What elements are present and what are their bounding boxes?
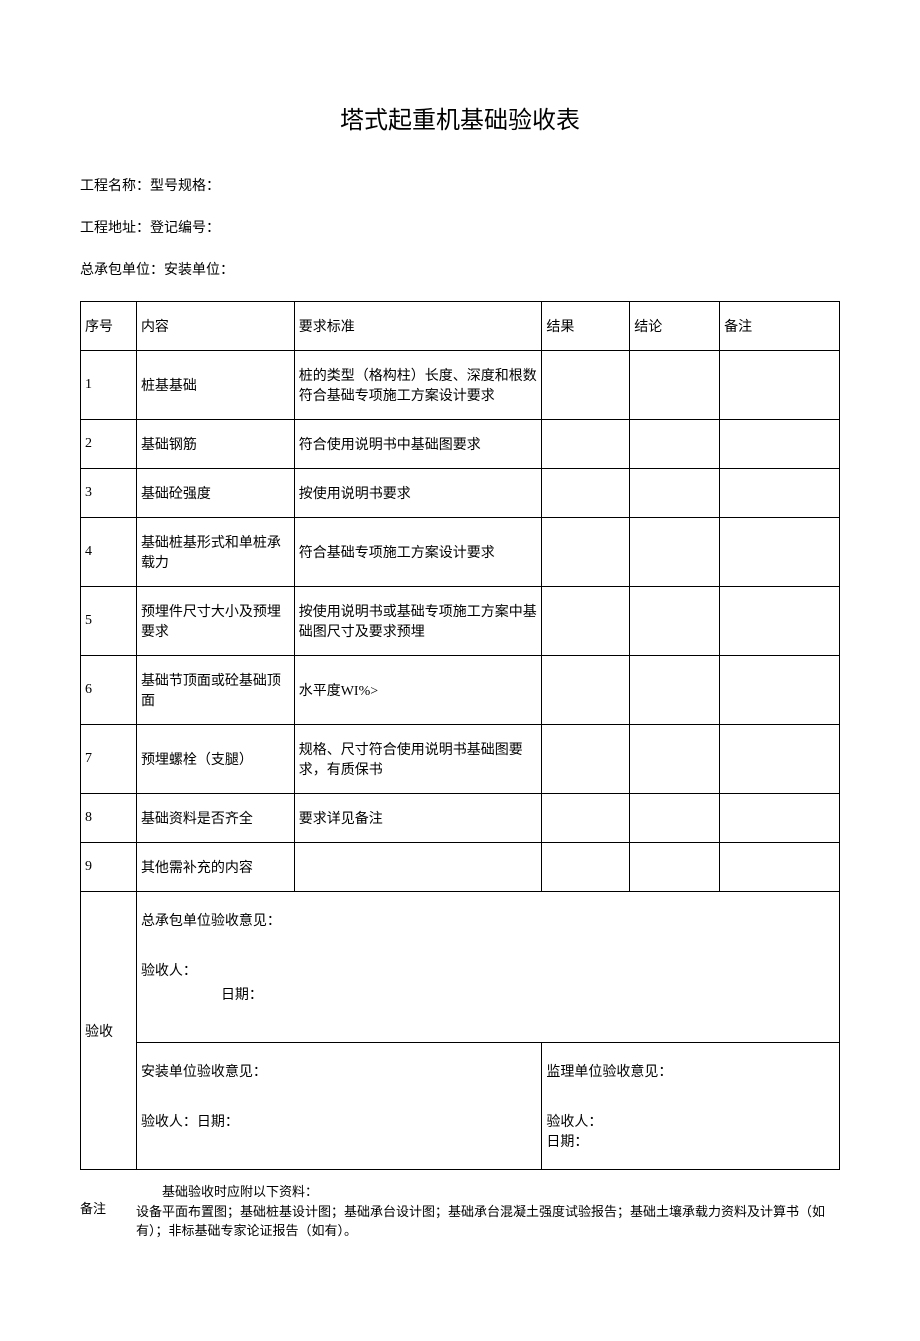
cell-conclusion: [630, 656, 720, 725]
installer-signer-label: 验收人：日期：: [141, 1111, 537, 1131]
cell-conclusion: [630, 843, 720, 892]
cell-conclusion: [630, 351, 720, 420]
cell-remark: [720, 656, 840, 725]
supervisor-acceptance-cell: 监理单位验收意见： 验收人： 日期：: [542, 1043, 840, 1170]
cell-result: [542, 469, 630, 518]
cell-seq: 1: [81, 351, 137, 420]
cell-standard: [294, 843, 542, 892]
cell-standard: 符合使用说明书中基础图要求: [294, 420, 542, 469]
cell-result: [542, 794, 630, 843]
info-line-contractor-installer: 总承包单位：安装单位：: [80, 259, 840, 279]
cell-result: [542, 420, 630, 469]
cell-content: 基础节顶面或砼基础顶面: [136, 656, 294, 725]
contractor-acceptance-cell: 总承包单位验收意见： 验收人： 日期：: [136, 892, 839, 1043]
note-content: 基础验收时应附以下资料： 设备平面布置图；基础桩基设计图；基础承台设计图；基础承…: [136, 1182, 840, 1241]
header-content: 内容: [136, 302, 294, 351]
note-section: 备注 基础验收时应附以下资料： 设备平面布置图；基础桩基设计图；基础承台设计图；…: [80, 1182, 840, 1241]
cell-conclusion: [630, 794, 720, 843]
cell-seq: 8: [81, 794, 137, 843]
table-row: 7 预埋螺栓（支腿） 规格、尺寸符合使用说明书基础图要求，有质保书: [81, 725, 840, 794]
cell-standard: 水平度WI%>: [294, 656, 542, 725]
cell-standard: 要求详见备注: [294, 794, 542, 843]
cell-standard: 桩的类型（格构柱）长度、深度和根数符合基础专项施工方案设计要求: [294, 351, 542, 420]
contractor-date-label: 日期：: [141, 984, 835, 1004]
table-row: 2 基础钢筋 符合使用说明书中基础图要求: [81, 420, 840, 469]
cell-remark: [720, 420, 840, 469]
supervisor-opinion-label: 监理单位验收意见：: [546, 1061, 835, 1081]
contractor-signer-label: 验收人：: [141, 960, 835, 980]
supervisor-date-label: 日期：: [546, 1131, 835, 1151]
note-line2: 设备平面布置图；基础桩基设计图；基础承台设计图；基础承台混凝土强度试验报告；基础…: [136, 1202, 840, 1241]
acceptance-table: 序号 内容 要求标准 结果 结论 备注 1 桩基基础 桩的类型（格构柱）长度、深…: [80, 301, 840, 1170]
cell-seq: 5: [81, 587, 137, 656]
table-row: 9 其他需补充的内容: [81, 843, 840, 892]
note-label: 备注: [80, 1182, 136, 1217]
contractor-opinion-label: 总承包单位验收意见：: [141, 910, 835, 930]
installer-opinion-label: 安装单位验收意见：: [141, 1061, 537, 1081]
table-body: 1 桩基基础 桩的类型（格构柱）长度、深度和根数符合基础专项施工方案设计要求 2…: [81, 351, 840, 1170]
cell-standard: 按使用说明书或基础专项施工方案中基础图尺寸及要求预埋: [294, 587, 542, 656]
header-remark: 备注: [720, 302, 840, 351]
table-row: 1 桩基基础 桩的类型（格构柱）长度、深度和根数符合基础专项施工方案设计要求: [81, 351, 840, 420]
cell-standard: 按使用说明书要求: [294, 469, 542, 518]
cell-remark: [720, 518, 840, 587]
cell-result: [542, 518, 630, 587]
cell-content: 预埋螺栓（支腿）: [136, 725, 294, 794]
table-row: 8 基础资料是否齐全 要求详见备注: [81, 794, 840, 843]
cell-seq: 4: [81, 518, 137, 587]
cell-conclusion: [630, 725, 720, 794]
cell-remark: [720, 843, 840, 892]
cell-seq: 7: [81, 725, 137, 794]
supervisor-signer-label: 验收人：: [546, 1111, 835, 1131]
table-header-row: 序号 内容 要求标准 结果 结论 备注: [81, 302, 840, 351]
cell-content: 预埋件尺寸大小及预埋要求: [136, 587, 294, 656]
header-standard: 要求标准: [294, 302, 542, 351]
cell-remark: [720, 725, 840, 794]
info-line-project-model: 工程名称：型号规格：: [80, 175, 840, 195]
cell-content: 桩基基础: [136, 351, 294, 420]
cell-content: 基础桩基形式和单桩承载力: [136, 518, 294, 587]
cell-result: [542, 725, 630, 794]
info-line-address-reg: 工程地址：登记编号：: [80, 217, 840, 237]
cell-result: [542, 843, 630, 892]
cell-remark: [720, 469, 840, 518]
table-row: 6 基础节顶面或砼基础顶面 水平度WI%>: [81, 656, 840, 725]
cell-standard: 规格、尺寸符合使用说明书基础图要求，有质保书: [294, 725, 542, 794]
cell-conclusion: [630, 587, 720, 656]
cell-content: 其他需补充的内容: [136, 843, 294, 892]
cell-result: [542, 351, 630, 420]
cell-seq: 3: [81, 469, 137, 518]
cell-result: [542, 656, 630, 725]
acceptance-row-contractor: 验收 总承包单位验收意见： 验收人： 日期：: [81, 892, 840, 1043]
cell-seq: 6: [81, 656, 137, 725]
cell-remark: [720, 587, 840, 656]
cell-content: 基础钢筋: [136, 420, 294, 469]
cell-content: 基础资料是否齐全: [136, 794, 294, 843]
cell-conclusion: [630, 420, 720, 469]
acceptance-row-installer-supervisor: 安装单位验收意见： 验收人：日期： 监理单位验收意见： 验收人： 日期：: [81, 1043, 840, 1170]
page-title: 塔式起重机基础验收表: [80, 100, 840, 135]
cell-result: [542, 587, 630, 656]
cell-content: 基础砼强度: [136, 469, 294, 518]
cell-conclusion: [630, 518, 720, 587]
installer-acceptance-cell: 安装单位验收意见： 验收人：日期：: [136, 1043, 541, 1170]
cell-conclusion: [630, 469, 720, 518]
cell-standard: 符合基础专项施工方案设计要求: [294, 518, 542, 587]
header-conclusion: 结论: [630, 302, 720, 351]
note-line1: 基础验收时应附以下资料：: [136, 1182, 840, 1202]
table-row: 4 基础桩基形式和单桩承载力 符合基础专项施工方案设计要求: [81, 518, 840, 587]
table-row: 3 基础砼强度 按使用说明书要求: [81, 469, 840, 518]
cell-seq: 9: [81, 843, 137, 892]
table-row: 5 预埋件尺寸大小及预埋要求 按使用说明书或基础专项施工方案中基础图尺寸及要求预…: [81, 587, 840, 656]
acceptance-label-cell: 验收: [81, 892, 137, 1170]
cell-remark: [720, 794, 840, 843]
header-seq: 序号: [81, 302, 137, 351]
cell-remark: [720, 351, 840, 420]
header-result: 结果: [542, 302, 630, 351]
cell-seq: 2: [81, 420, 137, 469]
